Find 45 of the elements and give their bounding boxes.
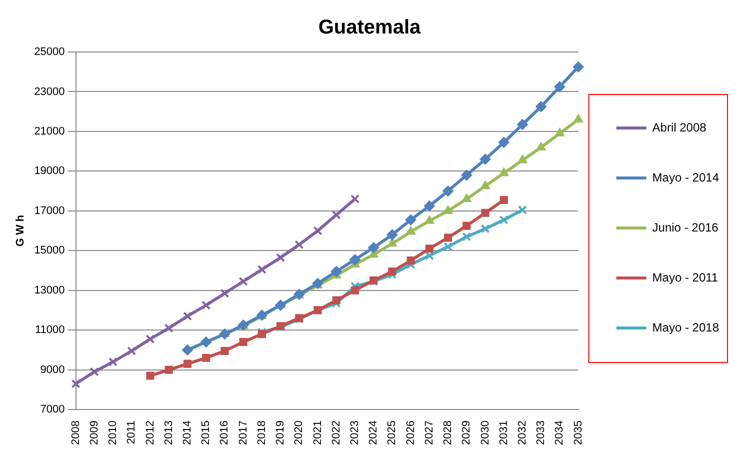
x-tick-label: 2024 [368, 420, 380, 446]
legend-label: Mayo - 2011 [652, 270, 718, 284]
x-tick-label: 2028 [442, 420, 454, 446]
x-tick-label: 2022 [330, 420, 342, 446]
x-tick-label: 2013 [162, 420, 175, 446]
x-tick-label: 2010 [107, 420, 120, 446]
x-tick-label: 2031 [498, 420, 510, 446]
x-tick-label: 2011 [126, 420, 138, 444]
legend-label: Mayo - 2014 [652, 170, 720, 184]
y-tick-label: 25000 [34, 46, 65, 58]
y-tick-label: 11000 [35, 324, 65, 336]
x-tick-label: 2020 [293, 420, 306, 446]
x-tick-label: 2033 [535, 420, 548, 446]
y-tick-label: 21000 [34, 125, 65, 138]
chart-title: Guatemala [318, 16, 422, 39]
x-tick-label: 2034 [554, 420, 566, 446]
y-tick-label: 9000 [40, 364, 65, 376]
legend-label: Junio - 2016 [652, 220, 719, 234]
y-tick-label: 15000 [34, 244, 65, 257]
x-tick-label: 2009 [88, 420, 100, 446]
x-tick-label: 2008 [70, 420, 82, 446]
x-tick-label: 2018 [256, 420, 268, 446]
x-tick-label: 2032 [516, 420, 528, 446]
x-tick-label: 2014 [181, 420, 194, 446]
x-tick-label: 2019 [274, 420, 287, 446]
x-tick-label: 2027 [423, 420, 436, 446]
y-tick-label: 23000 [34, 86, 65, 98]
legend-label: Mayo - 2018 [652, 320, 720, 334]
y-axis-title: G W h [14, 214, 27, 247]
x-tick-label: 2016 [218, 420, 231, 446]
legend-label: Abril 2008 [652, 120, 707, 134]
x-tick-label: 2021 [312, 420, 324, 446]
x-tick-label: 2030 [479, 420, 492, 446]
y-tick-label: 13000 [34, 284, 65, 296]
x-tick-label: 2026 [404, 420, 417, 446]
y-tick-label: 17000 [34, 204, 65, 217]
x-tick-label: 2029 [460, 420, 473, 446]
x-tick-label: 2035 [572, 420, 584, 446]
x-tick-label: 2012 [144, 420, 156, 446]
y-tick-label: 19000 [34, 165, 65, 178]
x-tick-label: 2023 [348, 420, 361, 446]
y-tick-label: 7000 [40, 404, 65, 416]
x-tick-label: 2015 [200, 420, 212, 446]
x-tick-label: 2025 [386, 420, 398, 446]
x-tick-label: 2017 [237, 420, 250, 446]
